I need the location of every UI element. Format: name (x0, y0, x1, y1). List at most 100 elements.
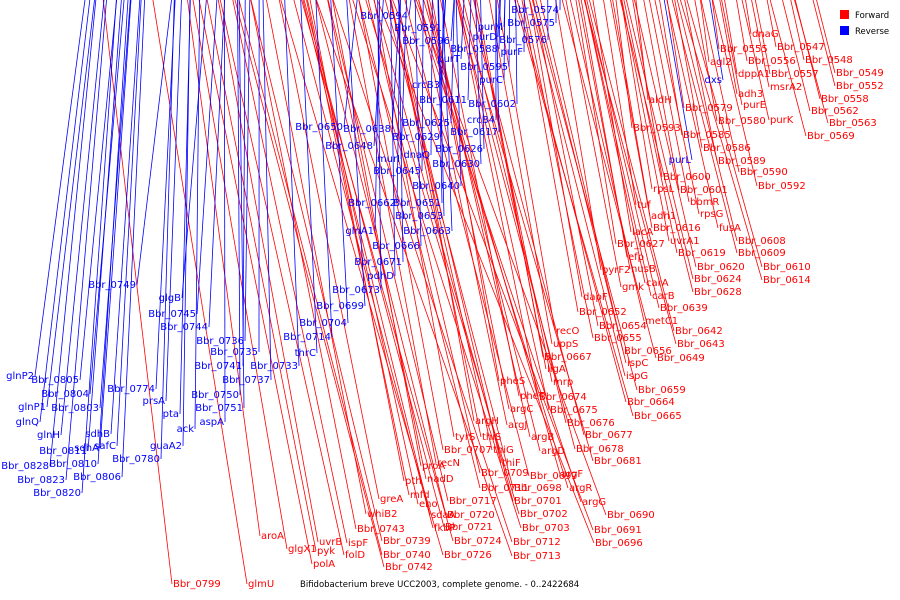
gene-label: argF (561, 469, 583, 480)
gene-label: Bbr_0617 (450, 127, 498, 138)
gene-label: pta (163, 409, 179, 420)
gene-label: Bbr_0799 (173, 579, 221, 590)
leader-line (49, 0, 97, 467)
leader-line (352, 0, 522, 529)
leader-line (250, 0, 383, 542)
leader-line (473, 0, 553, 383)
leader-line (332, 0, 513, 543)
gene-label: Bbr_0810 (49, 459, 97, 470)
gene-label: Bbr_0602 (468, 99, 516, 110)
leader-line (206, 0, 317, 552)
gene-label: Bbr_0720 (447, 510, 495, 521)
leader-line (358, 0, 481, 489)
leader-line (208, 0, 225, 328)
gene-label: aroA (261, 531, 284, 542)
leader-line (431, 0, 500, 382)
leader-line (442, 0, 453, 232)
gene-label: Bbr_0823 (17, 475, 65, 486)
gene-label: tyrS (455, 432, 475, 443)
leader-line (418, 0, 569, 489)
leader-line (116, 0, 142, 447)
gene-label: glmU (248, 579, 274, 590)
leader-line (244, 0, 251, 342)
gene-label: Bbr_0555 (720, 44, 768, 55)
gene-label: Bbr_0575 (507, 18, 555, 29)
gene-label: Bbr_0640 (412, 181, 460, 192)
leader-line (578, 0, 631, 270)
leader-line (136, 0, 172, 286)
gene-label: Bbr_0655 (594, 333, 642, 344)
leader-line (237, 0, 241, 396)
gene-label: Bbr_0717 (449, 496, 497, 507)
legend-reverse-swatch (840, 26, 849, 35)
gene-label: Bbr_0574 (511, 5, 559, 16)
gene-label: Bbr_0595 (460, 62, 508, 73)
gene-label: argC (510, 404, 533, 415)
gene-label: Bbr_0589 (718, 156, 766, 167)
gene-label: Bbr_0594 (360, 11, 408, 22)
gene-label: lacA (632, 227, 653, 238)
gene-label: Bbr_0652 (579, 307, 627, 318)
gene-label: Bbr_0667 (544, 352, 592, 363)
gene-label: guaA2 (150, 441, 182, 452)
leader-line (623, 0, 678, 254)
gene-label: Bbr_0676 (567, 418, 615, 429)
gene-label: Bbr_0630 (432, 159, 480, 170)
gene-label: Bbr_0654 (599, 321, 647, 332)
gene-label: Bbr_0744 (160, 322, 208, 333)
gene-label: nadD (427, 474, 454, 485)
gene-label: dapF (583, 292, 608, 303)
gene-label: Bbr_0733 (250, 361, 298, 372)
leader-line (671, 0, 738, 254)
leader-line (196, 0, 218, 315)
gene-label: Bbr_0737 (222, 375, 270, 386)
gene-label: Bbr_0712 (513, 537, 561, 548)
gene-label: Bbr_0726 (444, 550, 492, 561)
gene-label: Bbr_0547 (777, 42, 825, 53)
gene-label: Bbr_0590 (740, 167, 788, 178)
gene-label: Bbr_0690 (607, 510, 655, 521)
leader-line (99, 0, 132, 449)
leader-line (580, 0, 628, 258)
gene-label: Bbr_0611 (419, 95, 467, 106)
leader-line (89, 0, 125, 395)
leader-line (423, 0, 561, 475)
leader-line (97, 0, 129, 465)
leader-line (711, 0, 720, 50)
gene-label: purD (473, 32, 498, 43)
gene-label: ispF (348, 538, 368, 549)
gene-label: Bbr_0749 (88, 280, 136, 291)
gene-label: agl2 (710, 57, 732, 68)
gene-label: Bbr_0711 (481, 483, 529, 494)
leader-line (584, 0, 652, 297)
gene-label: Bbr_0558 (821, 94, 869, 105)
leader-line (348, 0, 437, 464)
gene-label: aldH (649, 95, 672, 106)
leader-line (535, 0, 627, 364)
gene-label: Bbr_0805 (31, 375, 79, 386)
gene-label: pheT (520, 391, 546, 402)
leader-line (584, 0, 646, 284)
gene-label: Bbr_0735 (210, 347, 258, 358)
leader-line (301, 0, 454, 542)
gene-label: Bbr_0713 (513, 551, 561, 562)
leader-line (373, 0, 455, 438)
leader-line (179, 0, 191, 415)
gene-label: Bbr_0624 (694, 274, 742, 285)
gene-label: prsA (142, 396, 165, 407)
leader-line (414, 0, 422, 247)
leader-line (374, 0, 381, 232)
leader-line (309, 0, 405, 482)
gene-label: Bbr_0619 (678, 248, 726, 259)
legend-forward-label: Forward (855, 11, 889, 21)
gene-label: Bbr_0608 (738, 236, 786, 247)
leader-line (676, 0, 738, 242)
gene-label: Bbr_0651 (393, 198, 441, 209)
leader-line (278, 0, 380, 500)
leader-line (458, 0, 594, 462)
gene-label: thiS (482, 432, 501, 443)
gene-label: purT (437, 54, 461, 65)
gene-label: Bbr_0673 (332, 285, 380, 296)
gene-label: Bbr_0596 (402, 36, 450, 47)
leader-line (327, 0, 449, 502)
